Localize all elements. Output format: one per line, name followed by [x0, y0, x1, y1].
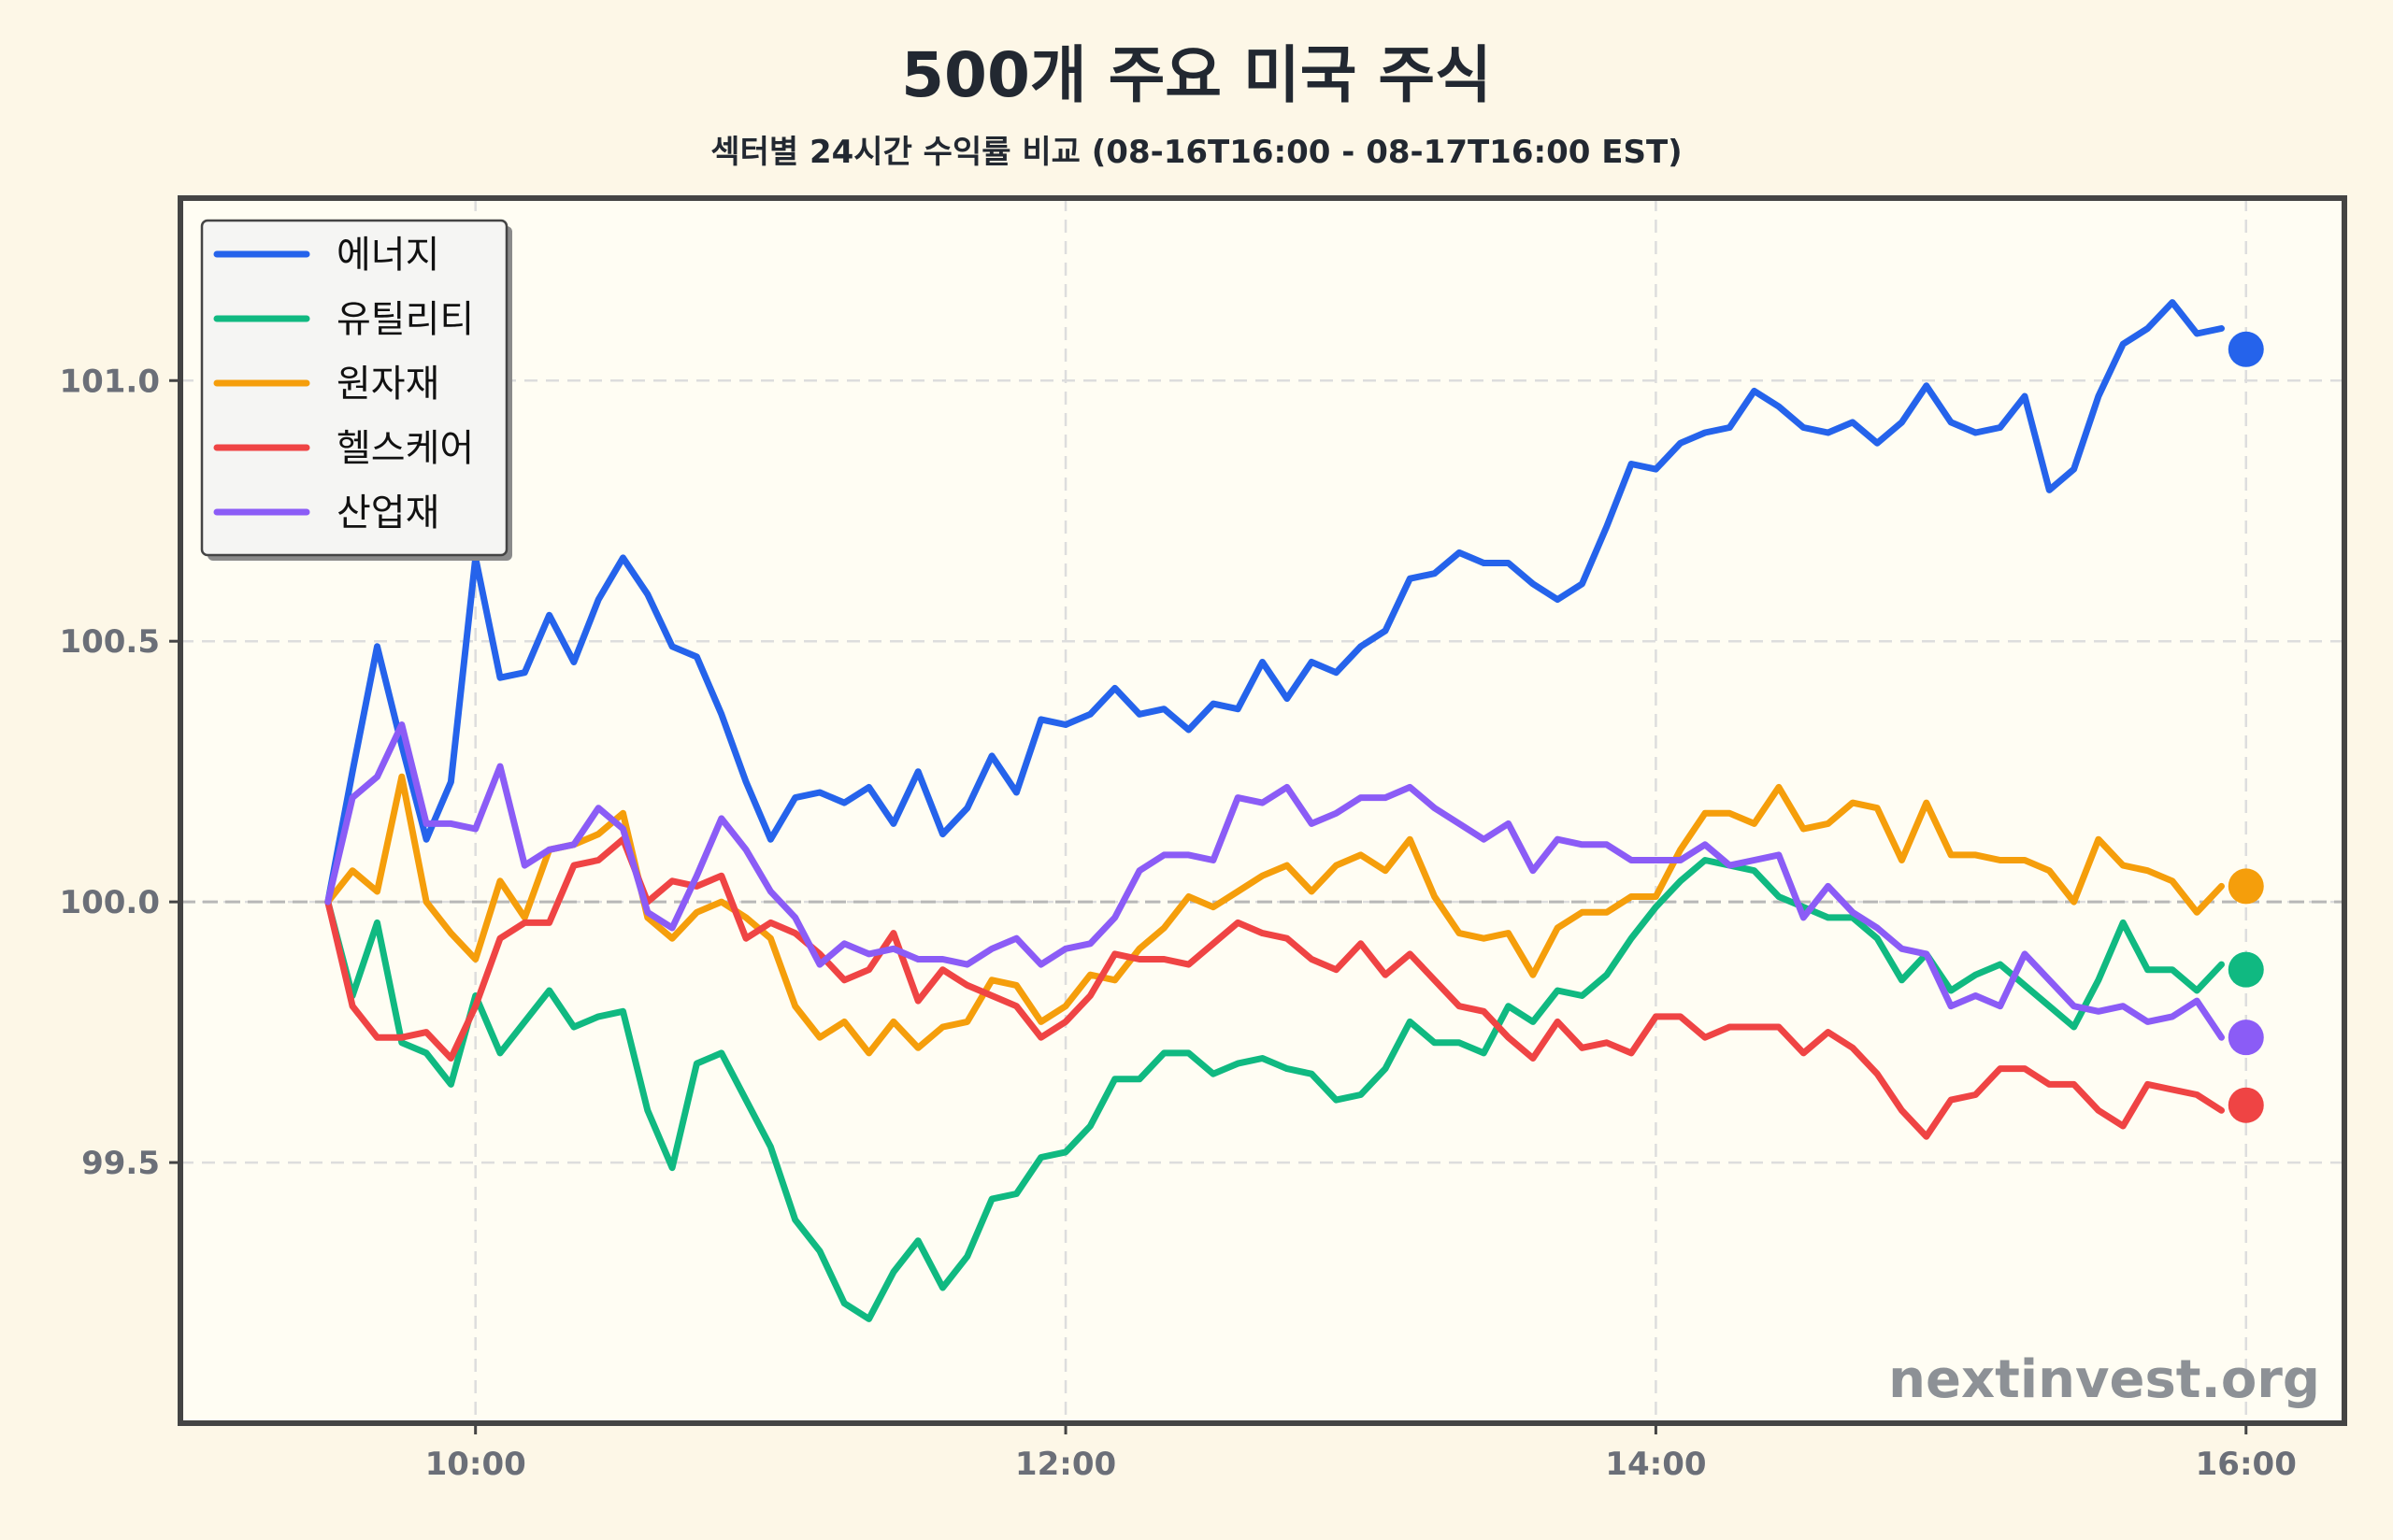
series-end-marker-1	[2228, 951, 2264, 988]
legend-label-1: 유틸리티	[337, 298, 474, 341]
plot-frame	[178, 195, 2347, 1426]
y-tick-label: 101.0	[59, 363, 160, 400]
series-end-marker-3	[2228, 1087, 2264, 1123]
chart-subtitle: 섹터별 24시간 수익률 비교 (08-16T16:00 - 08-17T16:…	[710, 134, 1682, 171]
x-tick-label: 16:00	[2196, 1446, 2297, 1483]
series-end-marker-0	[2228, 331, 2264, 367]
legend-label-0: 에너지	[337, 234, 439, 277]
chart-title: 500개 주요 미국 주식	[901, 39, 1492, 111]
y-tick-label: 100.0	[59, 884, 160, 921]
y-axis: 99.5 100.0 100.5 101.0	[59, 363, 180, 1182]
series-end-marker-2	[2228, 868, 2264, 905]
series-line-4	[324, 721, 2225, 1041]
y-tick-label: 99.5	[81, 1145, 160, 1182]
x-axis: 10:00 12:00 14:00 16:00	[425, 1423, 2297, 1483]
x-tick-label: 14:00	[1605, 1446, 1706, 1483]
series-line-1	[324, 857, 2225, 1322]
legend-label-4: 산업재	[337, 492, 439, 535]
x-tick-label: 10:00	[425, 1446, 526, 1483]
plot-area	[180, 198, 2344, 1423]
watermark: nextinvest.org	[1888, 1349, 2320, 1410]
legend-box	[200, 219, 509, 557]
x-tick-label: 12:00	[1015, 1446, 1116, 1483]
series-line-0	[324, 299, 2225, 905]
legend-label-2: 원자재	[337, 363, 439, 406]
y-tick-label: 100.5	[59, 623, 160, 661]
endpoint-markers	[2228, 331, 2264, 1123]
legend-label-3: 헬스케어	[337, 427, 474, 470]
series-end-marker-4	[2228, 1020, 2264, 1056]
series-layer	[324, 299, 2225, 1322]
